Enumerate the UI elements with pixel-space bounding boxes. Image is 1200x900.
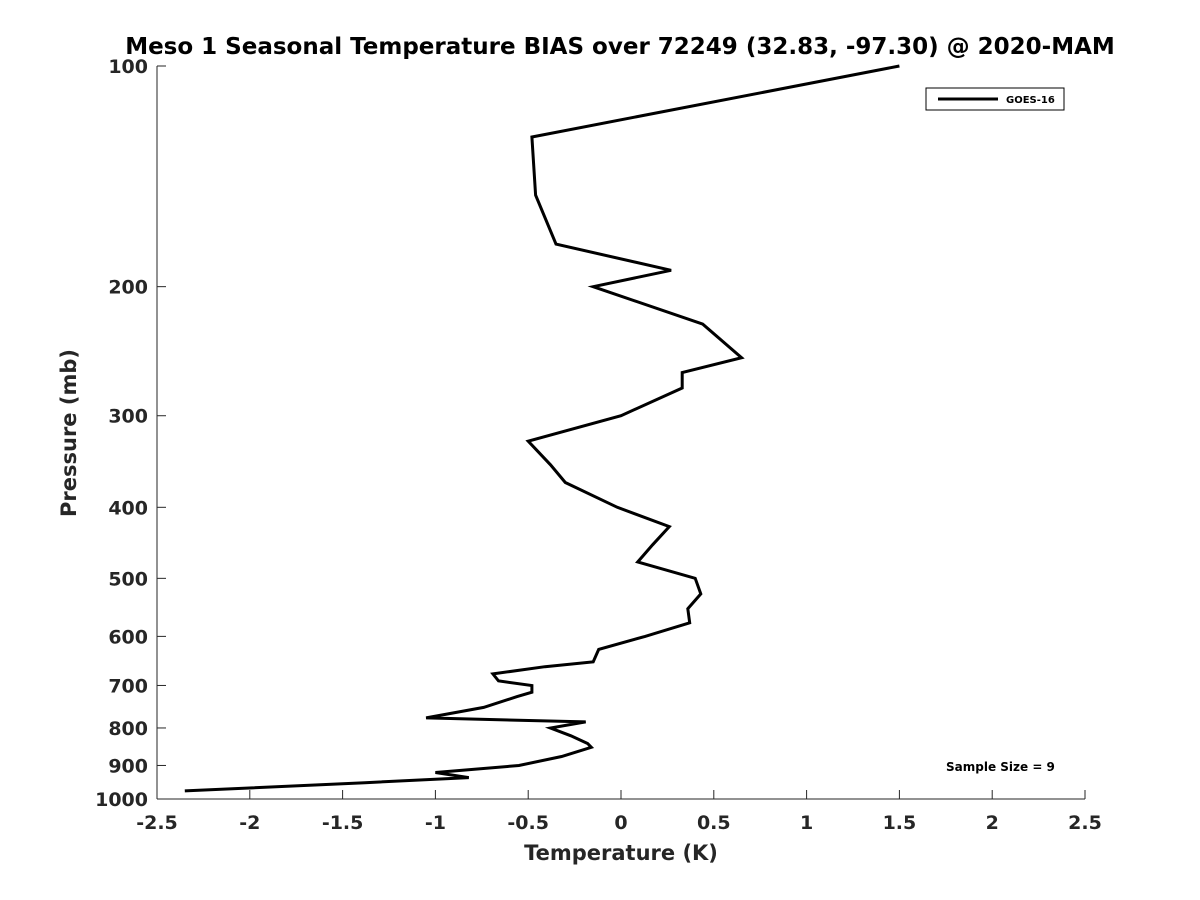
x-tick-label: 1: [800, 812, 813, 834]
x-tick-label: 0.5: [697, 812, 731, 834]
y-tick-label: 1000: [95, 789, 148, 811]
y-tick-label: 700: [108, 675, 148, 697]
x-ticks: -2.5 -2 -1.5 -1 -0.5 0 0.5 1 1.5 2 2.5: [136, 790, 1102, 834]
x-tick-label: -1.5: [322, 812, 364, 834]
x-tick-label: 0: [614, 812, 627, 834]
y-tick-label: 100: [108, 56, 148, 78]
x-axis-label: Temperature (K): [524, 841, 718, 865]
series-line-goes-16: [184, 64, 900, 793]
x-tick-label: 2: [986, 812, 999, 834]
y-tick-label: 600: [108, 626, 148, 648]
legend-label-goes-16: GOES-16: [1006, 95, 1055, 106]
series-group: [184, 64, 900, 793]
y-tick-label: 800: [108, 718, 148, 740]
x-tick-label: -2.5: [136, 812, 178, 834]
x-tick-label: 2.5: [1068, 812, 1102, 834]
y-tick-label: 900: [108, 755, 148, 777]
y-tick-label: 400: [108, 497, 148, 519]
legend: GOES-16: [925, 87, 1065, 111]
x-tick-label: 1.5: [883, 812, 917, 834]
x-tick-label: -0.5: [507, 812, 549, 834]
y-axis-label: Pressure (mb): [57, 349, 81, 517]
x-tick-label: -2: [239, 812, 260, 834]
y-tick-label: 200: [108, 277, 148, 299]
y-ticks: 100 200 300 400 500 600 700 800 900 1000: [95, 56, 166, 811]
x-tick-label: -1: [425, 812, 446, 834]
sample-size-annotation: Sample Size = 9: [946, 760, 1055, 774]
chart-title: Meso 1 Seasonal Temperature BIAS over 72…: [125, 34, 1115, 60]
y-tick-label: 500: [108, 568, 148, 590]
y-tick-label: 300: [108, 406, 148, 428]
